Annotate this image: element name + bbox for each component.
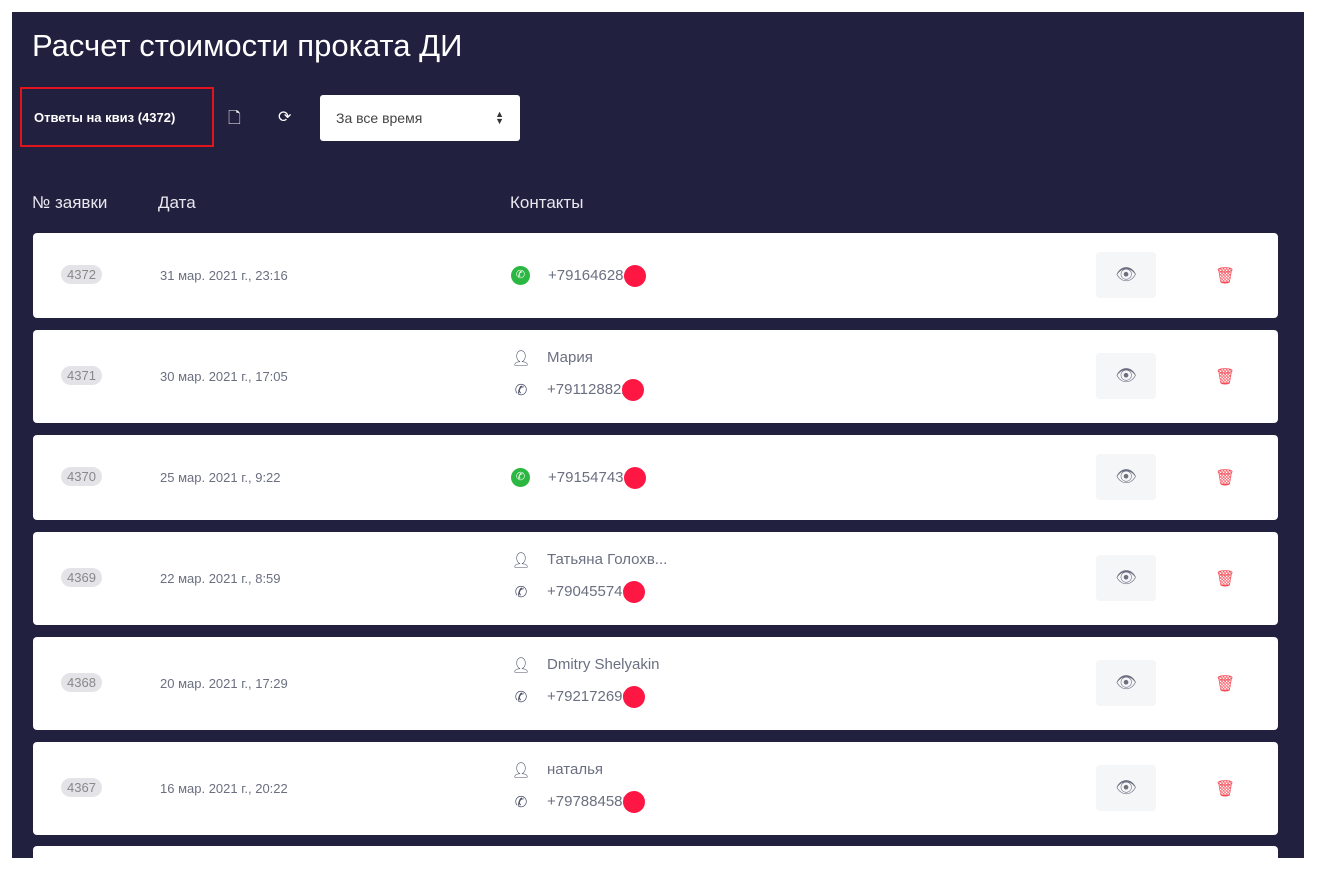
request-number-badge: 4369 [61, 567, 102, 587]
contact-name: 👤︎ Мария [511, 349, 593, 367]
view-button[interactable]: 👁︎ [1096, 764, 1156, 811]
contact-phone: ✆ +791128822 [511, 378, 644, 401]
redaction-mark [622, 790, 645, 813]
view-button[interactable]: 👁︎ [1096, 251, 1156, 298]
table-row[interactable]: 4372 31 мар. 2021 г., 23:16 ✆ +791646284 … [33, 233, 1278, 318]
phone-text: +792172690 [547, 688, 631, 705]
column-header-contacts: Контакты [510, 193, 584, 212]
eye-icon: 👁︎ [1115, 264, 1137, 284]
whatsapp-icon: ✆ [511, 266, 530, 285]
request-number-badge: 4372 [61, 264, 102, 284]
name-text: Татьяна Голохв... [547, 551, 668, 568]
table-row[interactable]: 4368 20 мар. 2021 г., 17:29 👤︎ Dmitry She… [33, 637, 1278, 730]
phone-text: +791646284 [548, 267, 632, 284]
contact-name: 👤︎ Dmitry Shelyakin [511, 656, 660, 674]
view-button[interactable]: 👁︎ [1096, 659, 1156, 706]
contact-name: 👤︎ Татьяна Голохв... [511, 551, 667, 569]
phone-icon: ✆ [514, 381, 528, 399]
request-date: 25 мар. 2021 г., 9:22 [160, 469, 281, 485]
redaction-mark [622, 685, 645, 708]
contact-name: 👤︎ наталья [511, 761, 603, 779]
table-row[interactable]: 4367 16 мар. 2021 г., 20:22 👤︎ наталья ✆ +… [33, 742, 1278, 835]
table-row[interactable]: 4371 30 мар. 2021 г., 17:05 👤︎ Мария ✆ +79… [33, 330, 1278, 423]
phone-icon: ✆ [514, 793, 528, 811]
request-number-badge: 4367 [61, 777, 102, 797]
contact-phone: ✆ +791646284 [511, 264, 646, 287]
page-title: Расчет стоимости проката ДИ [32, 28, 463, 63]
eye-icon: 👁︎ [1115, 777, 1137, 797]
contact-phone: ✆ +792172690 [511, 685, 645, 708]
name-text: наталья [547, 761, 604, 778]
export-file-icon[interactable]: 🗋 [228, 110, 241, 127]
request-number-badge: 4370 [61, 466, 102, 486]
phone-text: +791128822 [547, 381, 630, 398]
request-date: 20 мар. 2021 г., 17:29 [160, 675, 288, 691]
person-icon: 👤︎ [511, 761, 531, 779]
eye-icon: 👁︎ [1115, 466, 1137, 486]
delete-trash-icon[interactable]: 🗑︎ [1215, 780, 1236, 798]
refresh-icon[interactable]: ⟳ [278, 109, 292, 126]
phone-icon: ✆ [514, 688, 528, 706]
contact-phone: ✆ +790455746 [511, 580, 645, 603]
request-date: 30 мар. 2021 г., 17:05 [160, 368, 288, 384]
request-number-badge: 4371 [61, 365, 102, 385]
view-button[interactable]: 👁︎ [1096, 554, 1156, 601]
main-panel: Расчет стоимости проката ДИ Ответы на кв… [12, 12, 1304, 886]
quiz-answers-tab[interactable]: Ответы на квиз (4372) [20, 87, 214, 147]
person-icon: 👤︎ [511, 551, 531, 569]
request-number-badge: 4368 [61, 672, 102, 692]
contact-phone: ✆ +791547436 [511, 466, 646, 489]
column-header-date: Дата [158, 193, 196, 212]
table-row[interactable]: 4369 22 мар. 2021 г., 8:59 👤︎ Татьяна Гол… [33, 532, 1278, 625]
name-text: Мария [547, 349, 593, 366]
whatsapp-icon: ✆ [511, 468, 530, 487]
redaction-mark [621, 378, 644, 401]
period-select[interactable]: За все время ▲ ▼ [320, 95, 520, 141]
request-date: 16 мар. 2021 г., 20:22 [160, 780, 288, 796]
contact-phone: ✆ +797884583 [511, 790, 645, 813]
table-row[interactable] [33, 846, 1278, 886]
period-select-value: За все время [336, 110, 423, 126]
view-button[interactable]: 👁︎ [1096, 352, 1156, 399]
name-text: Dmitry Shelyakin [547, 656, 660, 673]
request-date: 31 мар. 2021 г., 23:16 [160, 267, 288, 283]
delete-trash-icon[interactable]: 🗑︎ [1215, 675, 1236, 693]
table-row[interactable]: 4370 25 мар. 2021 г., 9:22 ✆ +791547436 👁… [33, 435, 1278, 520]
person-icon: 👤︎ [511, 656, 531, 674]
phone-text: +790455746 [547, 583, 631, 600]
delete-trash-icon[interactable]: 🗑︎ [1215, 267, 1236, 285]
eye-icon: 👁︎ [1115, 365, 1137, 385]
view-button[interactable]: 👁︎ [1096, 453, 1156, 500]
phone-text: +791547436 [548, 469, 632, 486]
redaction-mark [622, 580, 645, 603]
phone-icon: ✆ [514, 583, 528, 601]
person-icon: 👤︎ [511, 349, 531, 367]
column-header-number: № заявки [32, 193, 108, 212]
eye-icon: 👁︎ [1115, 672, 1137, 692]
redaction-mark [623, 264, 646, 287]
redaction-mark [623, 466, 646, 489]
delete-trash-icon[interactable]: 🗑︎ [1215, 469, 1236, 487]
delete-trash-icon[interactable]: 🗑︎ [1215, 570, 1236, 588]
request-date: 22 мар. 2021 г., 8:59 [160, 570, 281, 586]
phone-text: +797884583 [547, 793, 631, 810]
eye-icon: 👁︎ [1115, 567, 1137, 587]
delete-trash-icon[interactable]: 🗑︎ [1215, 368, 1236, 386]
sort-arrows-icon: ▲ ▼ [495, 109, 504, 126]
